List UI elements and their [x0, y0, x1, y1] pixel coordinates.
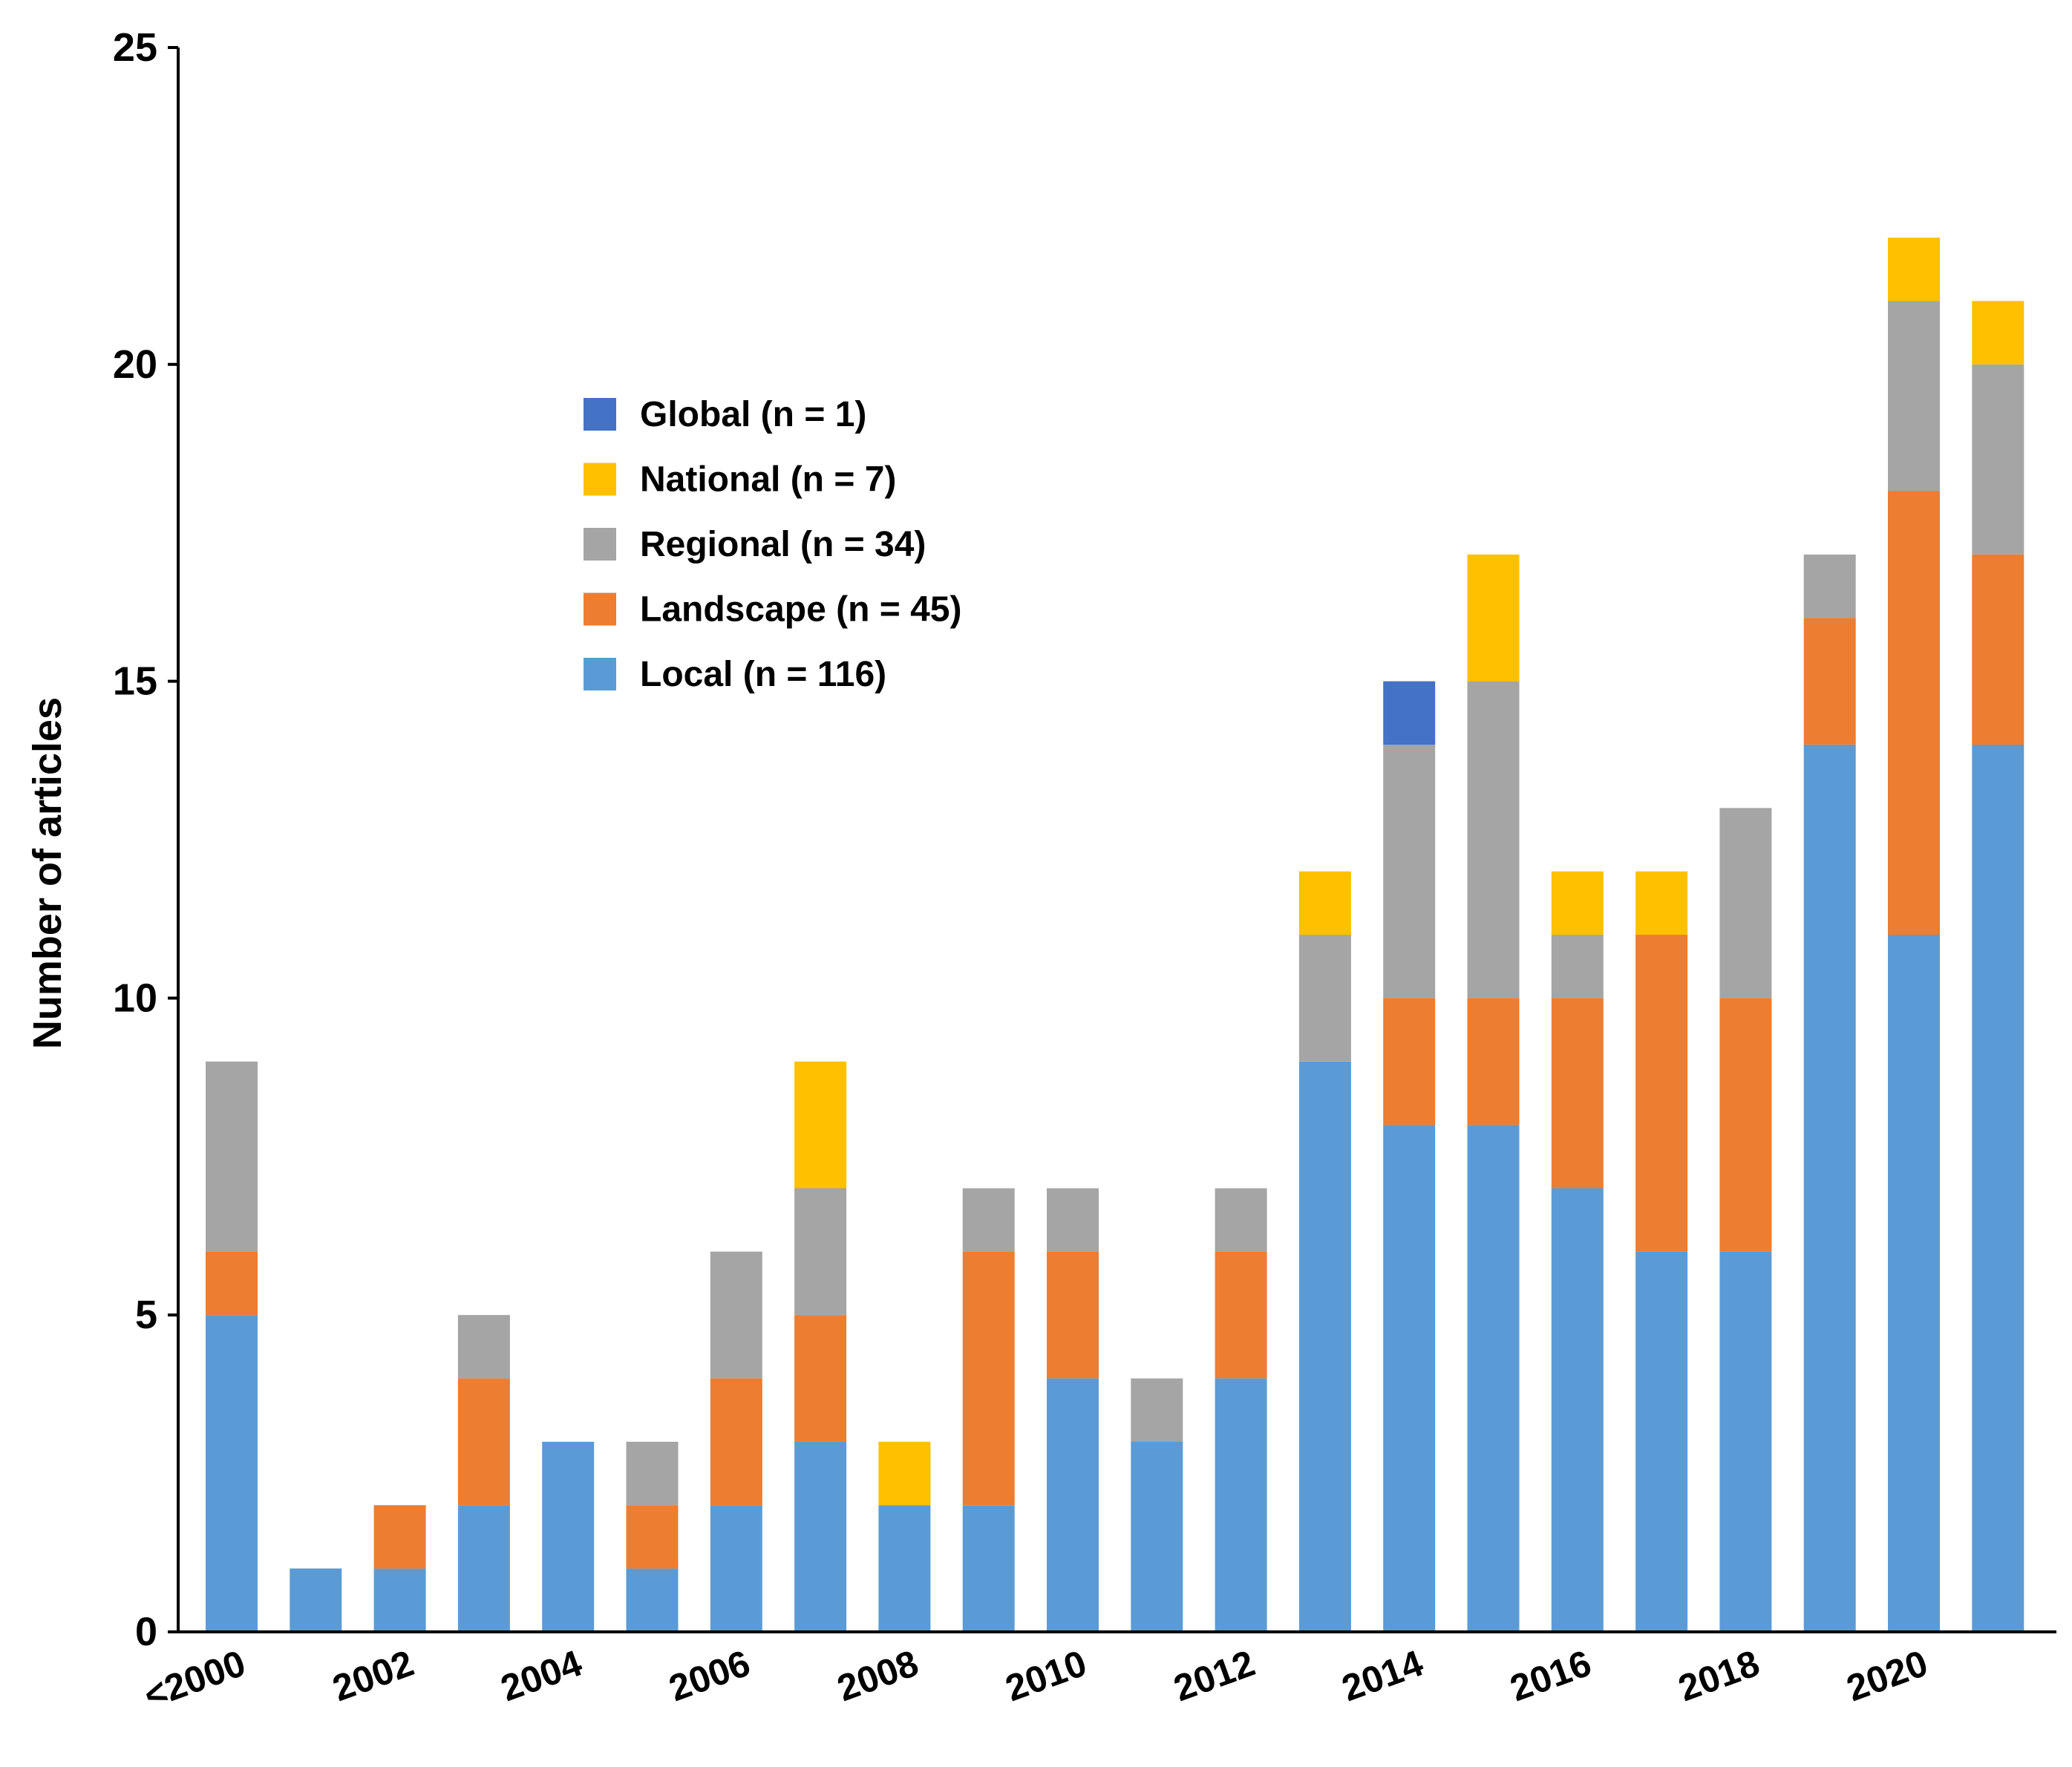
- bar-segment-regional-11: [1131, 1378, 1183, 1442]
- x-tick-label: 2006: [664, 1642, 756, 1710]
- x-tick-label: 2020: [1841, 1642, 1933, 1710]
- bar-segment-local-4: [542, 1441, 595, 1632]
- bar-segment-national-15: [1467, 554, 1520, 682]
- x-tick-label: 2016: [1505, 1642, 1597, 1710]
- bar-segment-landscape-10: [1047, 1251, 1099, 1379]
- x-tick-label: 2014: [1336, 1642, 1428, 1710]
- legend-label-landscape: Landscape (n = 45): [640, 590, 961, 630]
- legend-label-local: Local (n = 116): [640, 655, 886, 694]
- legend-label-global: Global (n = 1): [640, 395, 866, 434]
- bar-segment-local-12: [1215, 1378, 1267, 1632]
- legend-swatch-landscape: [584, 592, 616, 626]
- bar-segment-local-14: [1383, 1125, 1436, 1632]
- bar-segment-landscape-0: [206, 1251, 258, 1316]
- bar-segment-local-16: [1551, 1188, 1604, 1632]
- y-tick-label: 20: [113, 342, 157, 387]
- bar-segment-regional-21: [1972, 364, 2024, 555]
- bar-segment-local-3: [457, 1505, 510, 1632]
- bars-group: [206, 238, 2024, 1632]
- bar-segment-regional-19: [1803, 554, 1856, 618]
- bar-segment-landscape-5: [626, 1505, 679, 1569]
- bar-segment-local-2: [373, 1568, 426, 1632]
- y-tick-label: 15: [113, 659, 157, 704]
- legend-swatch-global: [584, 398, 616, 431]
- bar-segment-global-14: [1383, 681, 1436, 745]
- bar-segment-landscape-15: [1467, 998, 1520, 1126]
- bar-segment-regional-0: [206, 1061, 258, 1252]
- bar-segment-local-20: [1888, 935, 1940, 1632]
- bar-segment-national-17: [1635, 871, 1688, 935]
- y-axis-label: Number of articles: [25, 697, 70, 1049]
- legend: Global (n = 1) National (n = 7) Regional (…: [584, 395, 961, 694]
- bar-segment-local-9: [962, 1505, 1015, 1632]
- bar-segment-regional-20: [1888, 301, 1940, 491]
- bar-segment-landscape-18: [1719, 998, 1772, 1252]
- x-tick-label: 2004: [495, 1642, 587, 1710]
- bar-segment-landscape-16: [1551, 998, 1604, 1189]
- x-tick-label: 2002: [327, 1642, 419, 1710]
- bar-segment-local-17: [1635, 1251, 1688, 1632]
- bar-segment-local-8: [878, 1505, 931, 1632]
- bar-segment-landscape-3: [457, 1378, 510, 1506]
- axes-group: [177, 48, 2056, 1633]
- bar-segment-regional-15: [1467, 681, 1520, 999]
- bar-segment-regional-18: [1719, 808, 1772, 999]
- y-tick-label: 0: [135, 1610, 157, 1654]
- bar-segment-local-19: [1803, 745, 1856, 1632]
- x-tick-label: 2018: [1673, 1642, 1765, 1710]
- legend-label-national: National (n = 7): [640, 460, 896, 500]
- bar-segment-landscape-14: [1383, 998, 1436, 1126]
- bar-segment-national-20: [1888, 238, 1940, 301]
- bar-segment-landscape-2: [373, 1505, 426, 1569]
- legend-swatch-national: [584, 463, 616, 496]
- y-tick-label: 5: [135, 1293, 157, 1337]
- bar-segment-landscape-6: [710, 1378, 762, 1506]
- bar-segment-regional-9: [962, 1188, 1015, 1252]
- bar-segment-regional-3: [457, 1315, 510, 1379]
- legend-swatch-regional: [584, 528, 616, 561]
- x-tick-label: 2008: [831, 1642, 924, 1710]
- bar-segment-local-15: [1467, 1125, 1520, 1632]
- bar-segment-landscape-12: [1215, 1251, 1267, 1379]
- bar-segment-regional-7: [794, 1188, 847, 1316]
- bar-segment-local-21: [1972, 745, 2024, 1632]
- bar-segment-landscape-7: [794, 1315, 847, 1442]
- bar-segment-national-16: [1551, 871, 1604, 935]
- bar-segment-landscape-21: [1972, 554, 2024, 745]
- x-tick-label: 2010: [1000, 1642, 1092, 1710]
- bar-segment-regional-13: [1298, 935, 1351, 1062]
- bar-segment-national-13: [1298, 871, 1351, 935]
- x-tick-label: 2012: [1169, 1642, 1261, 1710]
- bar-segment-local-7: [794, 1441, 847, 1632]
- bar-segment-landscape-20: [1888, 491, 1940, 935]
- y-tick-label: 25: [113, 25, 157, 70]
- bar-segment-regional-12: [1215, 1188, 1267, 1252]
- bar-segment-landscape-17: [1635, 935, 1688, 1252]
- bar-segment-local-10: [1047, 1378, 1099, 1632]
- bar-segment-national-21: [1972, 301, 2024, 365]
- bar-segment-national-8: [878, 1441, 931, 1506]
- bar-segment-landscape-19: [1803, 618, 1856, 745]
- bar-segment-regional-14: [1383, 745, 1436, 999]
- y-ticks-group: 0 5 10 15 20 25: [113, 25, 178, 1654]
- bar-segment-local-0: [206, 1315, 258, 1632]
- legend-label-regional: Regional (n = 34): [640, 525, 926, 564]
- bar-segment-regional-5: [626, 1441, 679, 1506]
- y-tick-label: 10: [113, 976, 157, 1020]
- bar-segment-local-5: [626, 1568, 679, 1632]
- bar-segment-local-13: [1298, 1061, 1351, 1632]
- bar-segment-landscape-9: [962, 1251, 1015, 1506]
- bar-segment-local-18: [1719, 1251, 1772, 1632]
- legend-swatch-local: [584, 658, 616, 690]
- bar-segment-national-7: [794, 1061, 847, 1189]
- bar-segment-regional-16: [1551, 935, 1604, 999]
- bar-segment-local-1: [290, 1568, 342, 1632]
- bar-segment-local-6: [710, 1505, 762, 1632]
- bar-segment-regional-10: [1047, 1188, 1099, 1252]
- x-ticks-group: <2000 2002 2004 2006 2008 2010 2012 2014 2016 201…: [139, 1642, 1933, 1717]
- bar-segment-local-11: [1131, 1441, 1183, 1632]
- bar-segment-regional-6: [710, 1251, 762, 1379]
